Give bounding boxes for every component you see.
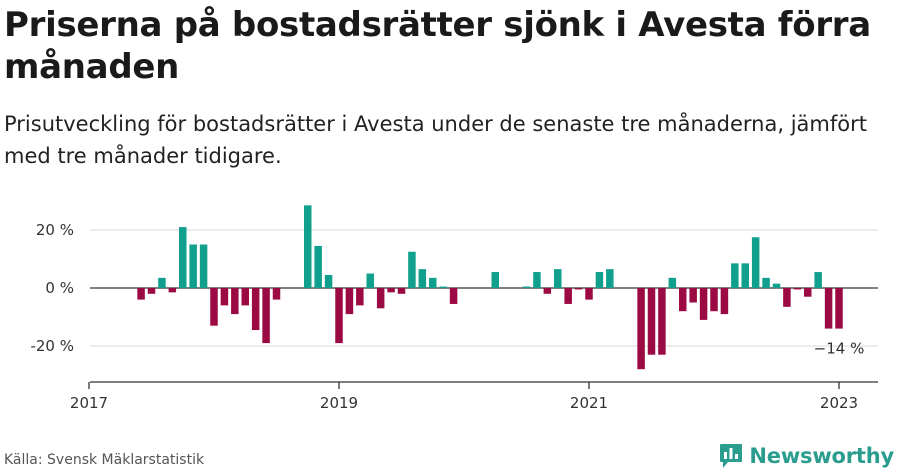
bar (449, 288, 458, 304)
bar (408, 251, 416, 288)
bar (679, 288, 687, 312)
bar (418, 269, 427, 288)
source-note: Källa: Svensk Mäklarstatistik (4, 452, 205, 468)
bar (710, 288, 718, 312)
bar (439, 286, 447, 288)
bar (262, 288, 270, 344)
y-tick-label: 0 % (45, 279, 74, 297)
bar (168, 288, 177, 293)
bar (241, 288, 249, 306)
bar (564, 288, 572, 304)
bar (345, 288, 354, 315)
x-axis: 2017 2019 2021 2023 (70, 381, 878, 412)
bar (387, 288, 395, 293)
bar (835, 288, 843, 329)
bar (804, 288, 812, 297)
bar (533, 272, 541, 288)
bar (179, 227, 187, 288)
bars (137, 205, 843, 370)
brand-name: Newsworthy (749, 444, 894, 468)
bar (158, 277, 166, 288)
bar (199, 244, 208, 288)
bar (741, 263, 749, 288)
bar (772, 283, 781, 288)
bar (251, 288, 260, 331)
gridlines (90, 229, 878, 347)
x-tick-label: 2019 (320, 394, 358, 412)
y-tick-label: 20 % (36, 221, 74, 239)
bar (366, 273, 374, 288)
x-tick-label: 2021 (570, 394, 608, 412)
bar (137, 288, 145, 300)
bar (376, 288, 385, 309)
bar (189, 244, 197, 288)
bar-chart: 20 % 0 % -20 % 2017 2019 2021 2023 −14 % (30, 205, 878, 412)
brand-logo: Newsworthy (719, 440, 894, 472)
bar (824, 288, 833, 329)
bar (324, 274, 333, 288)
bar (689, 288, 697, 303)
bar (429, 277, 437, 288)
chart-title: Priserna på bostadsrätter sjönk i Avesta… (4, 5, 871, 87)
bar (595, 272, 604, 288)
bar (356, 288, 364, 306)
bar (397, 288, 406, 294)
y-axis-labels: 20 % 0 % -20 % (30, 221, 74, 355)
bar (522, 286, 531, 288)
bar (554, 269, 562, 288)
bar (304, 205, 312, 288)
bar (606, 269, 614, 288)
bar (314, 245, 322, 288)
bar (699, 288, 708, 320)
y-tick-label: -20 % (30, 337, 74, 355)
bar (585, 288, 593, 300)
bar (658, 288, 666, 355)
bar (491, 272, 499, 288)
newsworthy-logo-icon (720, 444, 743, 468)
bar (668, 277, 677, 288)
chart-subtitle: Prisutveckling för bostadsrätter i Avest… (4, 112, 867, 168)
value-annotation: −14 % (814, 340, 865, 358)
bar (793, 288, 802, 290)
bar (147, 288, 156, 294)
bar (814, 272, 822, 288)
bar (762, 277, 770, 288)
bar (210, 288, 218, 326)
bar (543, 288, 552, 294)
bar (335, 288, 343, 344)
bar (231, 288, 239, 315)
bar (720, 288, 729, 315)
bar (731, 263, 739, 288)
bar (637, 288, 645, 370)
x-tick-label: 2023 (820, 394, 858, 412)
bar (220, 288, 229, 306)
bar (272, 288, 281, 300)
x-tick-label: 2017 (70, 394, 108, 412)
bar (574, 288, 583, 290)
bar (783, 288, 791, 307)
bar (751, 237, 760, 288)
annotations: −14 % (814, 340, 865, 358)
bar (647, 288, 656, 355)
